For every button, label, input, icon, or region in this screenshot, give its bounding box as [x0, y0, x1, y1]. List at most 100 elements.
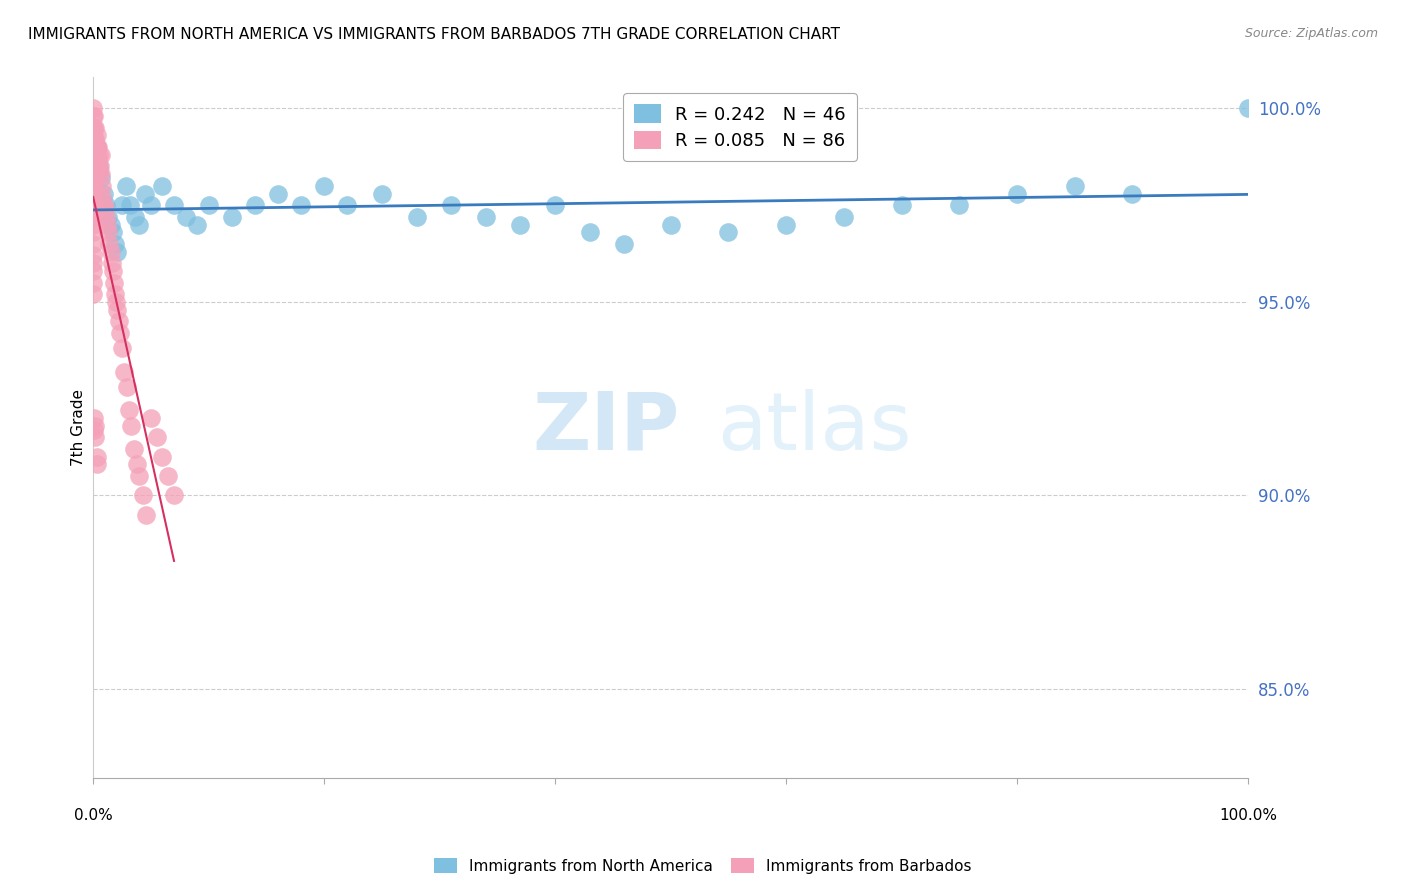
Point: [86, 458, 108, 472]
Point: [104, 236, 127, 251]
Point: [120, 418, 142, 433]
Point: [82, 160, 104, 174]
Point: [82, 198, 104, 212]
Point: [100, 256, 122, 270]
Point: [93, 198, 115, 212]
Point: [86, 140, 108, 154]
Point: [124, 210, 146, 224]
Point: [100, 218, 122, 232]
Point: [82, 171, 104, 186]
Point: [128, 469, 150, 483]
Text: 100.0%: 100.0%: [1219, 808, 1277, 823]
Point: [125, 458, 148, 472]
Point: [84, 140, 107, 154]
Y-axis label: 7th Grade: 7th Grade: [72, 389, 86, 467]
Point: [93, 202, 115, 216]
Point: [103, 276, 125, 290]
Point: [509, 218, 531, 232]
Point: [475, 210, 498, 224]
Point: [84, 160, 107, 174]
Point: [122, 442, 145, 456]
Point: [105, 294, 128, 309]
Point: [139, 411, 162, 425]
Point: [186, 218, 208, 232]
Point: [84, 148, 107, 162]
Point: [115, 380, 138, 394]
Point: [84, 171, 107, 186]
Point: [107, 244, 129, 259]
Point: [82, 276, 104, 290]
Point: [83, 160, 105, 174]
Point: [96, 218, 118, 232]
Point: [832, 210, 855, 224]
Point: [84, 430, 107, 444]
Point: [544, 198, 567, 212]
Point: [135, 508, 157, 522]
Point: [267, 186, 290, 201]
Point: [86, 140, 108, 154]
Point: [82, 109, 104, 123]
Legend: R = 0.242   N = 46, R = 0.085   N = 86: R = 0.242 N = 46, R = 0.085 N = 86: [623, 94, 856, 161]
Point: [86, 163, 108, 178]
Point: [120, 198, 142, 212]
Point: [82, 236, 104, 251]
Point: [87, 148, 110, 162]
Point: [82, 287, 104, 301]
Point: [82, 210, 104, 224]
Point: [87, 140, 110, 154]
Point: [82, 102, 104, 116]
Point: [717, 225, 740, 239]
Point: [948, 198, 970, 212]
Point: [86, 152, 108, 166]
Point: [82, 120, 104, 135]
Point: [84, 418, 107, 433]
Point: [83, 423, 105, 437]
Point: [101, 225, 124, 239]
Point: [890, 198, 912, 212]
Point: [128, 218, 150, 232]
Point: [94, 210, 117, 224]
Point: [163, 198, 186, 212]
Point: [659, 218, 682, 232]
Text: IMMIGRANTS FROM NORTH AMERICA VS IMMIGRANTS FROM BARBADOS 7TH GRADE CORRELATION : IMMIGRANTS FROM NORTH AMERICA VS IMMIGRA…: [28, 27, 841, 42]
Point: [163, 488, 186, 502]
Point: [86, 128, 108, 143]
Point: [83, 411, 105, 425]
Point: [83, 183, 105, 197]
Point: [86, 450, 108, 464]
Point: [152, 450, 174, 464]
Point: [84, 120, 107, 135]
Point: [405, 210, 427, 224]
Point: [440, 198, 463, 212]
Point: [83, 140, 105, 154]
Text: Source: ZipAtlas.com: Source: ZipAtlas.com: [1244, 27, 1378, 40]
Point: [87, 152, 110, 166]
Point: [83, 206, 105, 220]
Point: [132, 488, 155, 502]
Point: [83, 194, 105, 209]
Point: [90, 148, 112, 162]
Point: [101, 264, 124, 278]
Point: [111, 342, 134, 356]
Point: [100, 244, 122, 259]
Point: [290, 198, 312, 212]
Point: [83, 148, 105, 162]
Point: [107, 302, 129, 317]
Point: [775, 218, 797, 232]
Point: [157, 469, 180, 483]
Point: [1063, 178, 1085, 193]
Point: [94, 198, 117, 212]
Point: [139, 198, 162, 212]
Point: [107, 314, 129, 328]
Point: [82, 256, 104, 270]
Point: [98, 236, 121, 251]
Point: [243, 198, 266, 212]
Point: [82, 264, 104, 278]
Point: [97, 210, 120, 224]
Point: [83, 132, 105, 146]
Point: [145, 430, 167, 444]
Point: [104, 287, 127, 301]
Point: [174, 210, 197, 224]
Point: [91, 190, 114, 204]
Point: [84, 132, 107, 146]
